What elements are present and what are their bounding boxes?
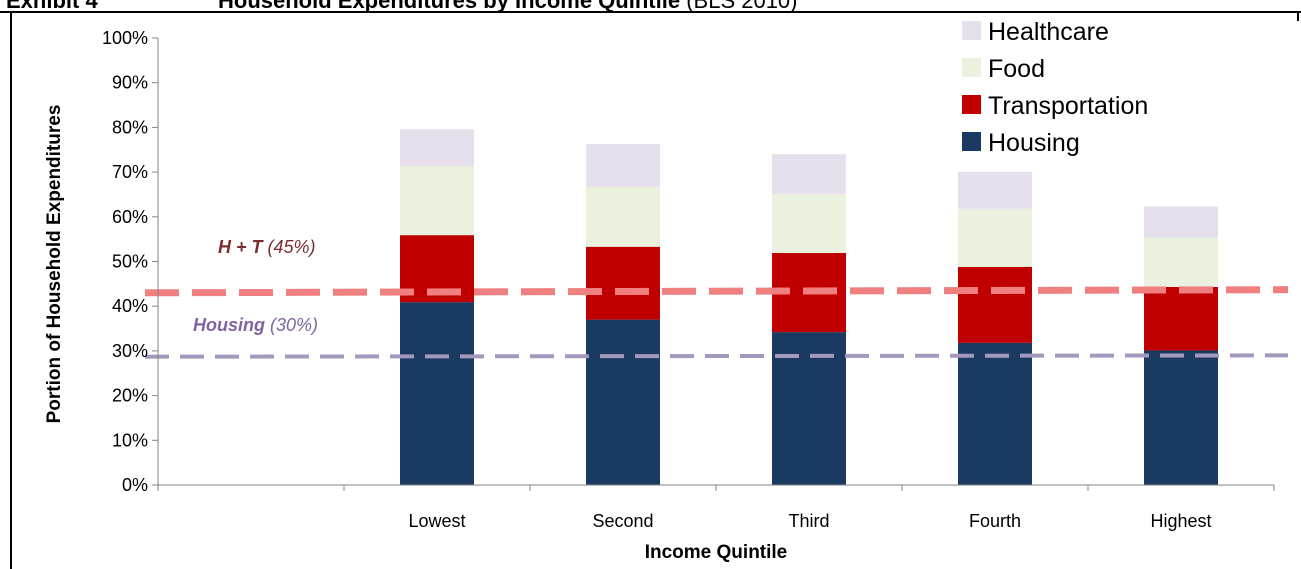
y-tick-label: 20% — [112, 386, 148, 406]
legend-swatch-healthcare — [962, 21, 981, 40]
bar-segment-food-fourth — [958, 208, 1032, 267]
bar-segment-food-highest — [1144, 237, 1218, 287]
bar-segment-healthcare-highest — [1144, 206, 1218, 238]
x-tick-label: Highest — [1150, 511, 1211, 531]
reference-line-ht — [144, 286, 1289, 297]
legend-swatch-food — [962, 58, 981, 77]
legend-label-transportation: Transportation — [988, 92, 1148, 120]
reference-label-housing-value: (30%) — [265, 315, 318, 335]
frame-right-border — [1297, 11, 1299, 21]
x-tick-label: Fourth — [969, 511, 1021, 531]
legend-label-housing: Housing — [988, 129, 1080, 157]
bar-segment-healthcare-fourth — [958, 171, 1032, 209]
y-tick-label: 100% — [102, 28, 148, 48]
legend-label-healthcare: Healthcare — [988, 18, 1109, 46]
bar-segment-food-lowest — [400, 166, 474, 236]
bar-segment-healthcare-second — [586, 143, 660, 187]
reference-line-housing — [144, 353, 1289, 359]
bar-segment-healthcare-third — [772, 154, 846, 195]
bar-segment-housing-highest — [1144, 350, 1218, 485]
exhibit-number: Exhibit 4 — [6, 0, 98, 13]
y-axis-label: Portion of Household Expenditures — [44, 105, 65, 424]
y-tick-label: 0% — [122, 475, 148, 495]
y-tick-label: 30% — [112, 341, 148, 361]
bar-segment-transportation-highest — [1144, 286, 1218, 351]
legend: Healthcare Food Transportation Housing — [962, 18, 1148, 157]
reference-label-housing-bold: Housing — [193, 315, 265, 335]
y-tick-label: 10% — [112, 430, 148, 450]
reference-lines-layer: H + T (45%) Housing (30%) — [144, 237, 1289, 359]
reference-label-housing: Housing (30%) — [193, 315, 318, 335]
y-tick-label: 40% — [112, 296, 148, 316]
exhibit-header: Exhibit 4 Household Expenditures by Inco… — [0, 0, 1301, 13]
bar-segment-healthcare-lowest — [400, 129, 474, 167]
y-tick-label: 70% — [112, 162, 148, 182]
reference-label-ht-value: (45%) — [263, 237, 316, 257]
bar-segment-food-second — [586, 186, 660, 247]
chart-title: Household Expenditures by Income Quintil… — [218, 0, 798, 14]
x-axis-label: Income Quintile — [645, 542, 788, 563]
y-tick-label: 60% — [112, 207, 148, 227]
reference-label-ht-bold: H + T — [218, 237, 265, 257]
bar-segment-housing-lowest — [400, 302, 474, 485]
frame-left-border — [10, 11, 12, 569]
axes-layer: 0% 10% 20% 30% 40% 50% 60% 70% 80% 90% 100% Lowest S… — [102, 28, 1275, 531]
reference-label-ht: H + T (45%) — [218, 237, 316, 257]
bar-segment-transportation-second — [586, 246, 660, 320]
bar-segment-food-third — [772, 194, 846, 254]
frame-top-border — [0, 11, 1301, 13]
y-tick-label: 80% — [112, 117, 148, 137]
chart-source: (BLS 2010) — [686, 0, 798, 13]
y-tick-label: 90% — [112, 73, 148, 93]
x-tick-label: Second — [592, 511, 653, 531]
legend-swatch-housing — [962, 132, 981, 151]
bar-segment-transportation-fourth — [958, 266, 1032, 343]
bars-layer — [400, 129, 1218, 485]
bar-segment-housing-second — [586, 319, 660, 485]
legend-swatch-transportation — [962, 95, 981, 114]
x-tick-label: Third — [788, 511, 829, 531]
y-tick-label: 50% — [112, 252, 148, 272]
x-tick-label: Lowest — [408, 511, 465, 531]
legend-label-food: Food — [988, 55, 1045, 83]
bar-segment-housing-fourth — [958, 342, 1032, 485]
chart-title-text: Household Expenditures by Income Quintil… — [218, 0, 681, 13]
